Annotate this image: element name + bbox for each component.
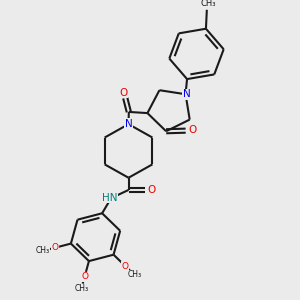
Text: O: O (188, 125, 196, 135)
Text: N: N (125, 119, 132, 129)
Text: N: N (183, 89, 190, 99)
Text: O: O (120, 88, 128, 98)
Text: O: O (122, 262, 129, 271)
Text: CH₃: CH₃ (127, 270, 141, 279)
Text: HN: HN (102, 193, 117, 203)
Text: O: O (148, 185, 156, 195)
Text: CH₃: CH₃ (35, 247, 50, 256)
Text: CH₃: CH₃ (201, 0, 216, 8)
Text: CH₃: CH₃ (74, 284, 88, 293)
Text: O: O (51, 243, 58, 252)
Text: O: O (81, 272, 88, 281)
